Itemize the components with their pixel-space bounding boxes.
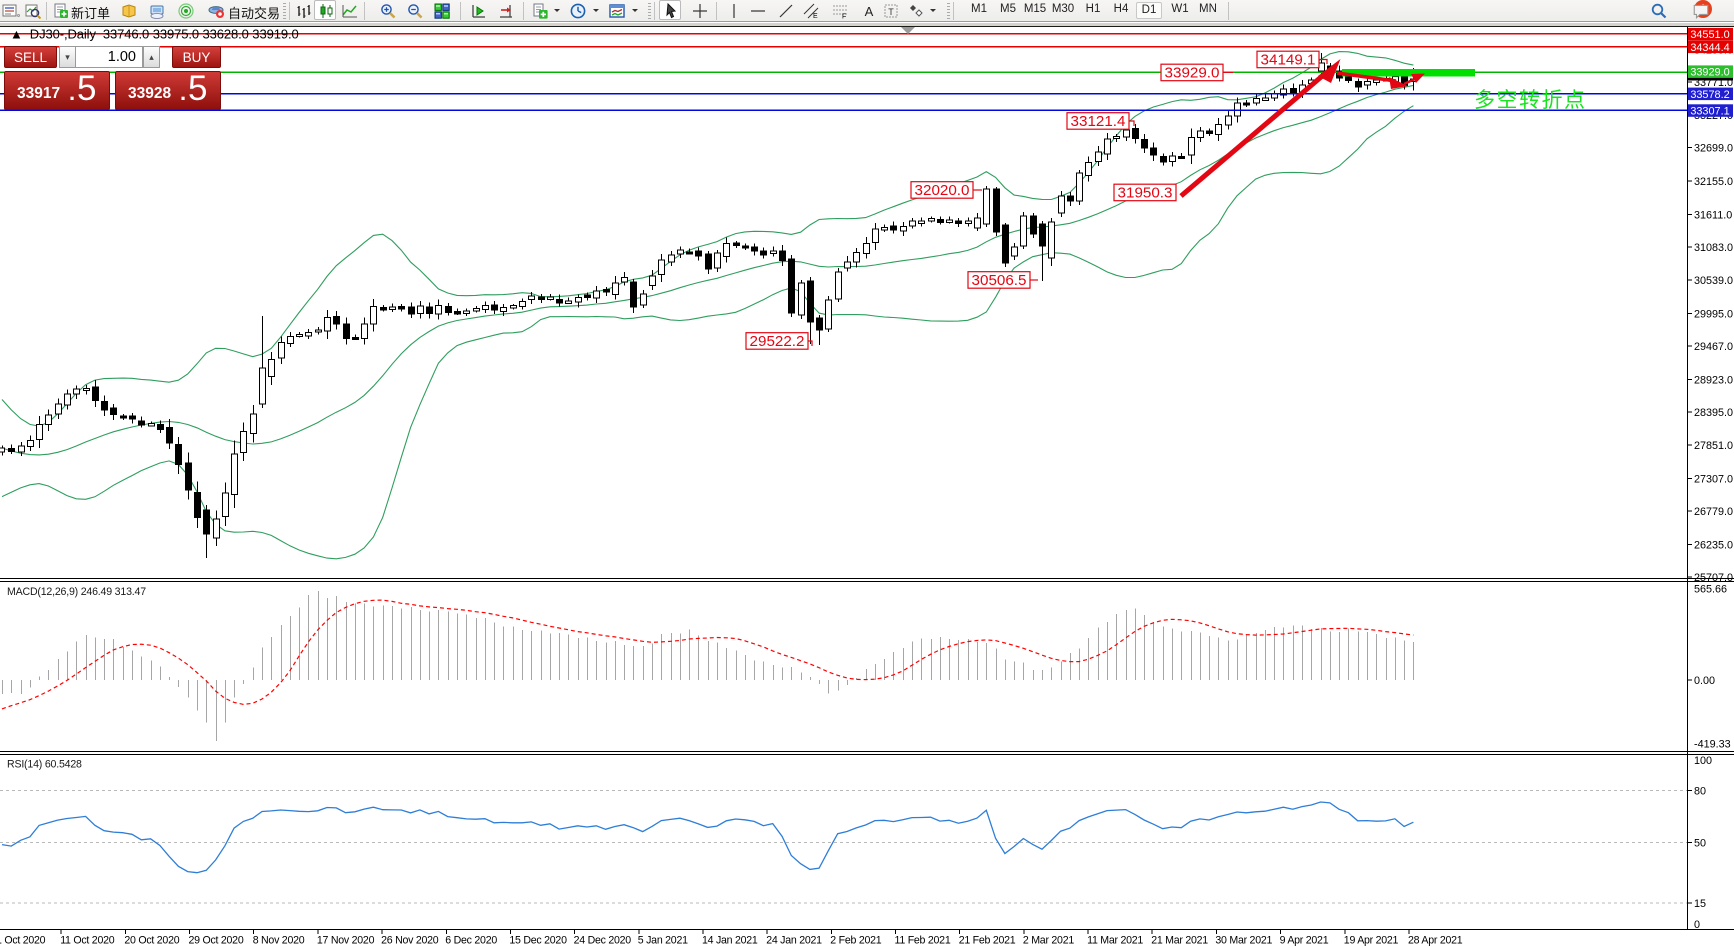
svg-text:32699.0: 32699.0 [1694,143,1733,155]
svg-text:25707.0: 25707.0 [1694,572,1733,584]
svg-text:34344.4: 34344.4 [1690,42,1729,54]
svg-text:29995.0: 29995.0 [1694,309,1733,321]
svg-text:6 Dec 2020: 6 Dec 2020 [445,935,497,947]
svg-text:30 Mar 2021: 30 Mar 2021 [1215,935,1272,947]
svg-text:28923.0: 28923.0 [1694,374,1733,386]
svg-text:27307.0: 27307.0 [1694,474,1733,486]
svg-text:8 Nov 2020: 8 Nov 2020 [253,935,305,947]
svg-text:29467.0: 29467.0 [1694,341,1733,353]
svg-text:24 Jan 2021: 24 Jan 2021 [766,935,822,947]
svg-text:E: E [813,13,818,19]
svg-text:0: 0 [1694,919,1700,931]
svg-text:0.00: 0.00 [1694,675,1715,687]
svg-text:80: 80 [1694,786,1706,798]
svg-text:-419.33: -419.33 [1694,739,1731,751]
svg-text:11 Oct 2020: 11 Oct 2020 [60,935,115,947]
svg-text:34149.1: 34149.1 [1261,51,1316,68]
svg-text:26779.0: 26779.0 [1694,506,1733,518]
svg-text:26 Nov 2020: 26 Nov 2020 [381,935,439,947]
svg-text:F: F [842,13,846,19]
svg-text:26235.0: 26235.0 [1694,539,1733,551]
svg-text:19 Apr 2021: 19 Apr 2021 [1344,935,1399,947]
svg-text:RSI(14) 60.5428: RSI(14) 60.5428 [7,759,82,771]
svg-text:29522.2: 29522.2 [750,333,805,350]
svg-text:15: 15 [1694,898,1706,910]
svg-text:28395.0: 28395.0 [1694,407,1733,419]
svg-text:27851.0: 27851.0 [1694,440,1733,452]
svg-text:15 Dec 2020: 15 Dec 2020 [509,935,567,947]
svg-text:14 Jan 2021: 14 Jan 2021 [702,935,758,947]
svg-text:21 Mar 2021: 21 Mar 2021 [1151,935,1208,947]
svg-text:32020.0: 32020.0 [915,182,970,199]
svg-text:33307.1: 33307.1 [1690,106,1729,118]
svg-text:▲ DJ30-,Daily 33746.0 33975.: ▲ DJ30-,Daily 33746.0 33975.0 33628.0 33… [10,27,299,42]
svg-text:31950.3: 31950.3 [1118,184,1173,201]
svg-text:29 Oct 2020: 29 Oct 2020 [189,935,244,947]
svg-text:34551.0: 34551.0 [1690,29,1729,41]
svg-text:MACD(12,26,9) 246.49 313.47: MACD(12,26,9) 246.49 313.47 [7,586,146,598]
svg-text:11 Mar 2021: 11 Mar 2021 [1087,935,1143,947]
svg-text:31611.0: 31611.0 [1694,209,1732,221]
svg-text:30539.0: 30539.0 [1694,275,1733,287]
svg-text:33121.4: 33121.4 [1071,113,1126,130]
svg-text:100: 100 [1694,755,1712,767]
svg-text:33578.2: 33578.2 [1690,89,1729,101]
svg-text:32155.0: 32155.0 [1694,176,1733,188]
svg-text:T: T [888,7,894,17]
svg-text:33929.0: 33929.0 [1690,67,1729,79]
svg-text:1 Oct 2020: 1 Oct 2020 [0,935,46,947]
svg-text:2 Mar 2021: 2 Mar 2021 [1023,935,1074,947]
svg-text:28 Apr 2021: 28 Apr 2021 [1408,935,1463,947]
svg-text:5 Jan 2021: 5 Jan 2021 [638,935,688,947]
svg-text:17 Nov 2020: 17 Nov 2020 [317,935,375,947]
svg-text:30506.5: 30506.5 [972,272,1027,289]
svg-text:2 Feb 2021: 2 Feb 2021 [830,935,881,947]
svg-text:20 Oct 2020: 20 Oct 2020 [124,935,179,947]
svg-text:50: 50 [1694,838,1706,850]
svg-text:多空转折点: 多空转折点 [1474,89,1587,112]
svg-text:33929.0: 33929.0 [1165,64,1220,81]
svg-text:31083.0: 31083.0 [1694,242,1733,254]
svg-text:24 Dec 2020: 24 Dec 2020 [574,935,632,947]
svg-text:21 Feb 2021: 21 Feb 2021 [959,935,1016,947]
svg-text:565.66: 565.66 [1694,584,1727,596]
svg-text:11 Feb 2021: 11 Feb 2021 [895,935,951,947]
svg-text:9 Apr 2021: 9 Apr 2021 [1280,935,1329,947]
